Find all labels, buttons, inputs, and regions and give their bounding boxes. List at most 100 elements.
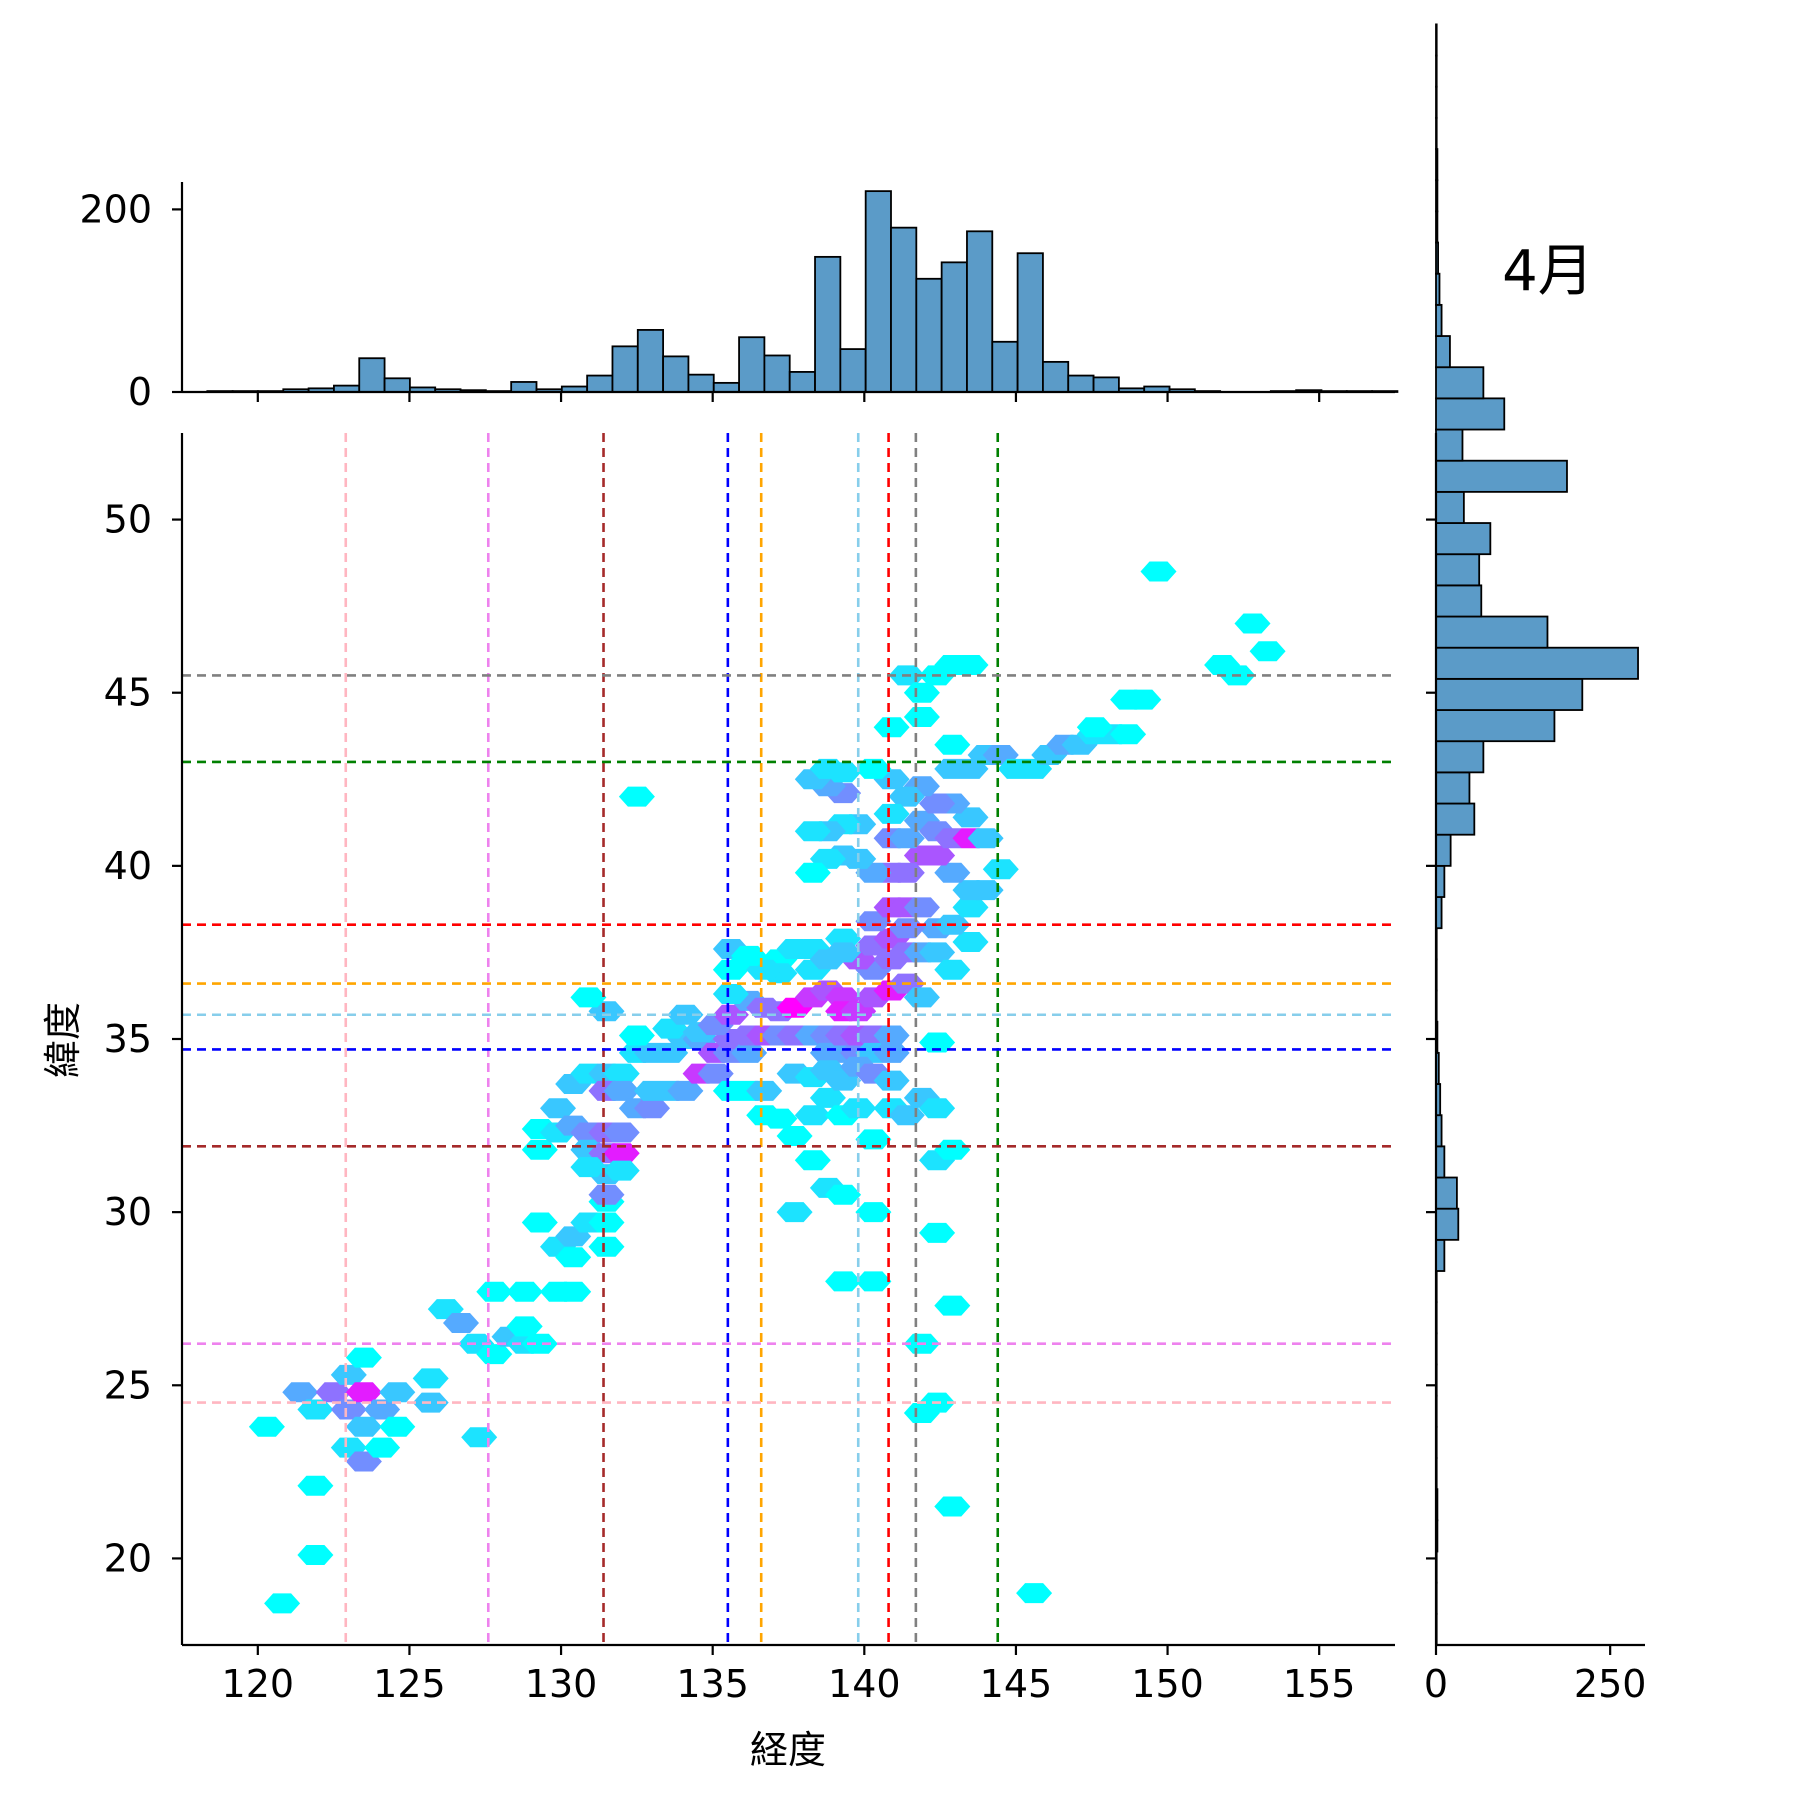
top-histogram-bar: [991, 340, 1019, 393]
right-histogram-bar: [1435, 1145, 1446, 1179]
y-tick-label: 45: [104, 671, 152, 715]
hexbin-cell: [588, 1236, 625, 1257]
hexbin-cell: [919, 1032, 956, 1053]
hexbin-cell: [248, 1416, 285, 1437]
hexbin-cell: [476, 1281, 513, 1302]
y-tick-label: 20: [104, 1536, 152, 1580]
hexbin-cell: [364, 1399, 401, 1420]
hexbin-cell: [634, 1098, 670, 1119]
top-histogram-bar: [358, 357, 386, 393]
right-histogram-bar: [1435, 709, 1556, 743]
x-tick-label: 145: [980, 1662, 1053, 1706]
hexbin-cell: [618, 1025, 655, 1046]
hexbin-cell: [476, 1344, 513, 1365]
top-histogram-bar: [915, 277, 943, 393]
right-histogram: 0 250: [1424, 23, 1647, 1706]
hexbin-cell: [521, 1212, 558, 1233]
hexbin-cell: [1076, 717, 1113, 738]
top-histogram-bar: [662, 355, 690, 393]
joint-x-ticks: 120 125 130 135 140 145 150 155: [222, 1645, 1356, 1706]
hexbin-cell: [379, 1382, 416, 1403]
hexbin-cell: [1140, 561, 1177, 582]
top-histogram-bar: [1067, 374, 1095, 393]
right-histogram-bar: [1435, 23, 1438, 57]
hexbin-cell: [461, 1427, 498, 1448]
hexbin-cell: [1249, 641, 1286, 662]
hexbin-cell: [521, 1333, 558, 1354]
x-tick-label: 130: [525, 1662, 598, 1706]
hexbin-cell: [825, 942, 862, 963]
hexbin-cell: [297, 1475, 334, 1496]
hexbin-cell: [903, 987, 940, 1008]
x-tick-label: 155: [1283, 1662, 1356, 1706]
hexbin-cell: [345, 1347, 382, 1368]
hexbin-cell: [282, 1382, 319, 1403]
hexbin-cell: [1125, 689, 1162, 710]
hexbin-cell: [855, 1129, 892, 1150]
right-x-tick-label: 0: [1424, 1662, 1448, 1706]
x-tick-label: 135: [676, 1662, 749, 1706]
hexbin-cell: [330, 1399, 367, 1420]
hexbin-cell: [330, 1364, 367, 1385]
right-histogram-bar: [1435, 584, 1483, 618]
right-histogram-bar: [1435, 272, 1441, 306]
hexbin-cell: [315, 1382, 352, 1403]
hexbin-cell: [903, 897, 940, 918]
top-histogram-bar: [1042, 360, 1070, 393]
right-histogram-bar: [1435, 179, 1439, 213]
hexbin-cell: [825, 1271, 862, 1292]
right-histogram-bar: [1435, 241, 1439, 275]
x-tick-label: 140: [828, 1662, 901, 1706]
hexbin-cell: [570, 1157, 607, 1178]
y-tick-label: 35: [104, 1017, 152, 1061]
top-histogram-bars: [206, 190, 1399, 393]
top-histogram-bar: [1092, 376, 1120, 393]
hexbin-cell: [934, 1295, 971, 1316]
right-histogram-bar: [1435, 303, 1443, 337]
top-histogram-bar: [814, 255, 842, 393]
top-histogram-bar: [839, 348, 867, 393]
right-histogram-bar: [1435, 397, 1506, 431]
y-tick-label: 40: [104, 844, 152, 888]
hexbin-cell: [794, 1105, 831, 1126]
hexbin-cell: [952, 655, 989, 675]
hexbin-cell: [873, 1025, 910, 1046]
hexbin-cell: [855, 758, 892, 779]
hexbin-cell: [746, 1080, 783, 1101]
right-histogram-bar: [1435, 335, 1451, 369]
hexbin-cell: [521, 1139, 558, 1160]
right-histogram-bar: [1435, 85, 1438, 119]
right-x-tick-label: 250: [1574, 1662, 1647, 1706]
hexbin-cell: [919, 942, 956, 963]
right-histogram-x-ticks: 0 250: [1424, 1645, 1647, 1706]
top-histogram-bar: [510, 381, 538, 393]
right-histogram-bar: [1435, 646, 1639, 680]
hexbin-cell: [776, 1126, 813, 1146]
right-histogram-bar: [1435, 771, 1471, 805]
hexbin-cell: [603, 1122, 640, 1143]
hexbin-cell: [952, 897, 989, 918]
hexbin-cell: [809, 1087, 846, 1108]
x-tick-label: 150: [1131, 1662, 1204, 1706]
hexbin-cell: [1016, 1583, 1053, 1604]
top-histogram-bar: [788, 371, 816, 393]
right-histogram-bar: [1435, 740, 1485, 774]
hexbin-cell: [588, 1184, 625, 1205]
hexbin-cell: [603, 1160, 640, 1181]
hexbin-cell: [855, 1202, 892, 1223]
hexbin-cell: [873, 803, 910, 824]
right-histogram-bar: [1435, 1176, 1458, 1210]
hexbin-cell: [934, 959, 971, 980]
hexbin-cell: [297, 1545, 334, 1565]
hexbin-cell: [903, 845, 940, 866]
hexbin-cell: [873, 1042, 910, 1063]
right-histogram-bar: [1435, 54, 1438, 88]
hexbin-cell: [934, 862, 971, 883]
top-histogram-bar: [940, 261, 968, 393]
hexbin-cell: [712, 1080, 749, 1101]
hexbin-cell: [264, 1593, 301, 1614]
right-histogram-bar: [1435, 148, 1439, 182]
top-y-tick-label: 200: [79, 187, 152, 231]
top-histogram-bar: [636, 329, 665, 393]
